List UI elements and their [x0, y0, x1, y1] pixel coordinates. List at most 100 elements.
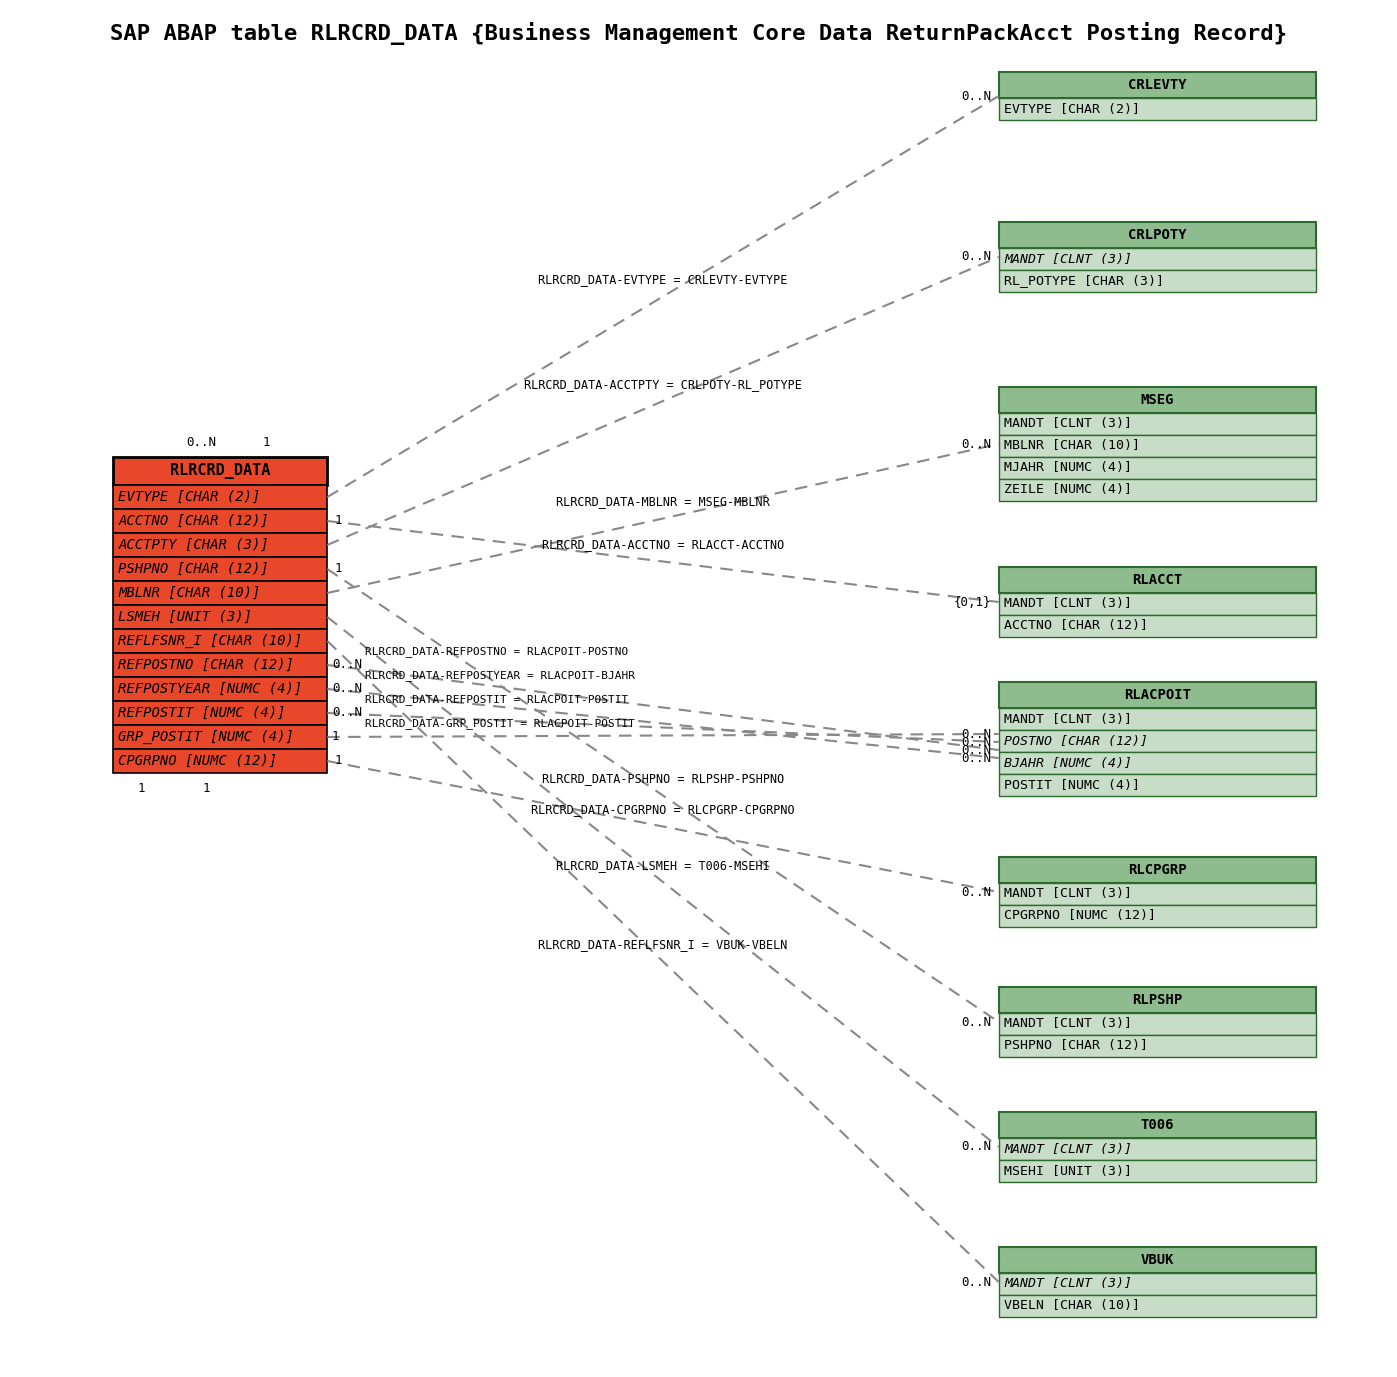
Text: 0..N: 0..N — [961, 744, 992, 756]
Text: 0..N: 0..N — [961, 727, 992, 741]
Text: MANDT [CLNT (3)]: MANDT [CLNT (3)] — [1004, 417, 1133, 431]
Text: 1: 1 — [335, 755, 342, 767]
Text: 0..N: 0..N — [961, 752, 992, 764]
Text: 1: 1 — [203, 782, 210, 795]
Text: 0..N: 0..N — [961, 735, 992, 749]
Text: MSEHI [UNIT (3)]: MSEHI [UNIT (3)] — [1004, 1165, 1133, 1177]
Text: RLRCRD_DATA-ACCTPTY = CRLPOTY-RL_POTYPE: RLRCRD_DATA-ACCTPTY = CRLPOTY-RL_POTYPE — [524, 379, 802, 391]
Text: BJAHR [NUMC (4)]: BJAHR [NUMC (4)] — [1004, 756, 1133, 770]
FancyBboxPatch shape — [999, 708, 1316, 730]
Text: CPGRPNO [NUMC (12)]: CPGRPNO [NUMC (12)] — [1004, 909, 1157, 923]
Text: 0..N: 0..N — [961, 90, 992, 102]
Text: RLRCRD_DATA-EVTYPE = CRLEVTY-EVTYPE: RLRCRD_DATA-EVTYPE = CRLEVTY-EVTYPE — [538, 274, 788, 286]
FancyBboxPatch shape — [113, 653, 327, 677]
Text: 0..N: 0..N — [961, 251, 992, 263]
FancyBboxPatch shape — [999, 222, 1316, 248]
Text: ACCTNO [CHAR (12)]: ACCTNO [CHAR (12)] — [119, 514, 270, 527]
FancyBboxPatch shape — [113, 457, 327, 485]
Text: REFPOSTNO [CHAR (12)]: REFPOSTNO [CHAR (12)] — [119, 658, 295, 672]
Text: ZEILE [NUMC (4)]: ZEILE [NUMC (4)] — [1004, 483, 1133, 497]
Text: 1: 1 — [332, 731, 339, 744]
FancyBboxPatch shape — [999, 567, 1316, 593]
Text: RLRCRD_DATA-REFPOSTIT = RLACPOIT-POSTIT: RLRCRD_DATA-REFPOSTIT = RLACPOIT-POSTIT — [365, 694, 627, 705]
Text: RLRCRD_DATA-PSHPNO = RLPSHP-PSHPNO: RLRCRD_DATA-PSHPNO = RLPSHP-PSHPNO — [542, 772, 784, 785]
Text: PSHPNO [CHAR (12)]: PSHPNO [CHAR (12)] — [1004, 1040, 1148, 1052]
FancyBboxPatch shape — [999, 72, 1316, 98]
Text: 0..N: 0..N — [961, 1275, 992, 1289]
Text: MJAHR [NUMC (4)]: MJAHR [NUMC (4)] — [1004, 461, 1133, 475]
FancyBboxPatch shape — [999, 1013, 1316, 1036]
Text: MANDT [CLNT (3)]: MANDT [CLNT (3)] — [1004, 1018, 1133, 1030]
Text: EVTYPE [CHAR (2)]: EVTYPE [CHAR (2)] — [119, 490, 261, 504]
Text: T006: T006 — [1140, 1118, 1173, 1132]
Text: RLRCRD_DATA-ACCTNO = RLACCT-ACCTNO: RLRCRD_DATA-ACCTNO = RLACCT-ACCTNO — [542, 538, 784, 552]
Text: RLACPOIT: RLACPOIT — [1123, 688, 1190, 702]
FancyBboxPatch shape — [999, 413, 1316, 435]
Text: ACCTNO [CHAR (12)]: ACCTNO [CHAR (12)] — [1004, 620, 1148, 632]
FancyBboxPatch shape — [999, 1294, 1316, 1316]
FancyBboxPatch shape — [113, 558, 327, 581]
FancyBboxPatch shape — [999, 435, 1316, 457]
Text: MSEG: MSEG — [1140, 392, 1173, 408]
Text: REFPOSTYEAR [NUMC (4)]: REFPOSTYEAR [NUMC (4)] — [119, 682, 303, 695]
FancyBboxPatch shape — [999, 1137, 1316, 1159]
Text: ACCTPTY [CHAR (3)]: ACCTPTY [CHAR (3)] — [119, 538, 270, 552]
Text: SAP ABAP table RLRCRD_DATA {Business Management Core Data ReturnPackAcct Posting: SAP ABAP table RLRCRD_DATA {Business Man… — [110, 22, 1287, 45]
FancyBboxPatch shape — [113, 533, 327, 558]
Text: REFLFSNR_I [CHAR (10)]: REFLFSNR_I [CHAR (10)] — [119, 633, 303, 649]
Text: MANDT [CLNT (3)]: MANDT [CLNT (3)] — [1004, 712, 1133, 726]
FancyBboxPatch shape — [999, 905, 1316, 927]
Text: RLRCRD_DATA-GRP_POSTIT = RLACPOIT-POSTIT: RLRCRD_DATA-GRP_POSTIT = RLACPOIT-POSTIT — [365, 717, 634, 728]
Text: REFPOSTIT [NUMC (4)]: REFPOSTIT [NUMC (4)] — [119, 706, 286, 720]
Text: PSHPNO [CHAR (12)]: PSHPNO [CHAR (12)] — [119, 562, 270, 576]
Text: 1: 1 — [335, 562, 342, 576]
Text: CRLEVTY: CRLEVTY — [1127, 78, 1186, 92]
FancyBboxPatch shape — [999, 98, 1316, 120]
Text: RLRCRD_DATA-REFPOSTNO = RLACPOIT-POSTNO: RLRCRD_DATA-REFPOSTNO = RLACPOIT-POSTNO — [365, 646, 627, 657]
Text: MANDT [CLNT (3)]: MANDT [CLNT (3)] — [1004, 1278, 1133, 1290]
Text: 0..N: 0..N — [961, 1015, 992, 1029]
FancyBboxPatch shape — [999, 987, 1316, 1013]
Text: VBUK: VBUK — [1140, 1253, 1173, 1267]
Text: LSMEH [UNIT (3)]: LSMEH [UNIT (3)] — [119, 610, 253, 624]
FancyBboxPatch shape — [113, 726, 327, 749]
Text: 0..N: 0..N — [332, 706, 362, 720]
Text: 1: 1 — [137, 782, 144, 795]
FancyBboxPatch shape — [999, 1272, 1316, 1294]
Text: 0..N: 0..N — [186, 435, 217, 449]
Text: RLRCRD_DATA-CPGRPNO = RLCPGRP-CPGRPNO: RLRCRD_DATA-CPGRPNO = RLCPGRP-CPGRPNO — [531, 804, 795, 817]
Text: VBELN [CHAR (10)]: VBELN [CHAR (10)] — [1004, 1300, 1140, 1312]
FancyBboxPatch shape — [113, 749, 327, 772]
FancyBboxPatch shape — [999, 387, 1316, 413]
Text: 0..N: 0..N — [961, 1140, 992, 1154]
Text: POSTNO [CHAR (12)]: POSTNO [CHAR (12)] — [1004, 734, 1148, 748]
Text: 0..N: 0..N — [961, 438, 992, 450]
Text: RLRCRD_DATA: RLRCRD_DATA — [170, 463, 270, 479]
Text: MANDT [CLNT (3)]: MANDT [CLNT (3)] — [1004, 598, 1133, 610]
Text: RLRCRD_DATA-LSMEH = T006-MSEHI: RLRCRD_DATA-LSMEH = T006-MSEHI — [556, 859, 770, 872]
Text: 1: 1 — [263, 435, 271, 449]
Text: RLPSHP: RLPSHP — [1132, 993, 1182, 1007]
FancyBboxPatch shape — [999, 774, 1316, 796]
Text: CRLPOTY: CRLPOTY — [1127, 229, 1186, 242]
Text: MANDT [CLNT (3)]: MANDT [CLNT (3)] — [1004, 1143, 1133, 1155]
FancyBboxPatch shape — [113, 677, 327, 701]
FancyBboxPatch shape — [113, 605, 327, 629]
Text: 0..N: 0..N — [961, 885, 992, 899]
Text: 0..N: 0..N — [332, 683, 362, 695]
FancyBboxPatch shape — [113, 701, 327, 726]
FancyBboxPatch shape — [999, 479, 1316, 501]
Text: RLRCRD_DATA-REFPOSTYEAR = RLACPOIT-BJAHR: RLRCRD_DATA-REFPOSTYEAR = RLACPOIT-BJAHR — [365, 671, 634, 682]
FancyBboxPatch shape — [999, 1248, 1316, 1272]
Text: RLRCRD_DATA-REFLFSNR_I = VBUK-VBELN: RLRCRD_DATA-REFLFSNR_I = VBUK-VBELN — [538, 939, 788, 952]
FancyBboxPatch shape — [999, 730, 1316, 752]
FancyBboxPatch shape — [999, 616, 1316, 638]
FancyBboxPatch shape — [999, 856, 1316, 883]
Text: RLRCRD_DATA-MBLNR = MSEG-MBLNR: RLRCRD_DATA-MBLNR = MSEG-MBLNR — [556, 496, 770, 508]
Text: MANDT [CLNT (3)]: MANDT [CLNT (3)] — [1004, 252, 1133, 266]
FancyBboxPatch shape — [999, 1159, 1316, 1181]
FancyBboxPatch shape — [999, 457, 1316, 479]
Text: CPGRPNO [NUMC (12)]: CPGRPNO [NUMC (12)] — [119, 755, 278, 768]
Text: RLACCT: RLACCT — [1132, 573, 1182, 587]
Text: 1: 1 — [335, 515, 342, 527]
